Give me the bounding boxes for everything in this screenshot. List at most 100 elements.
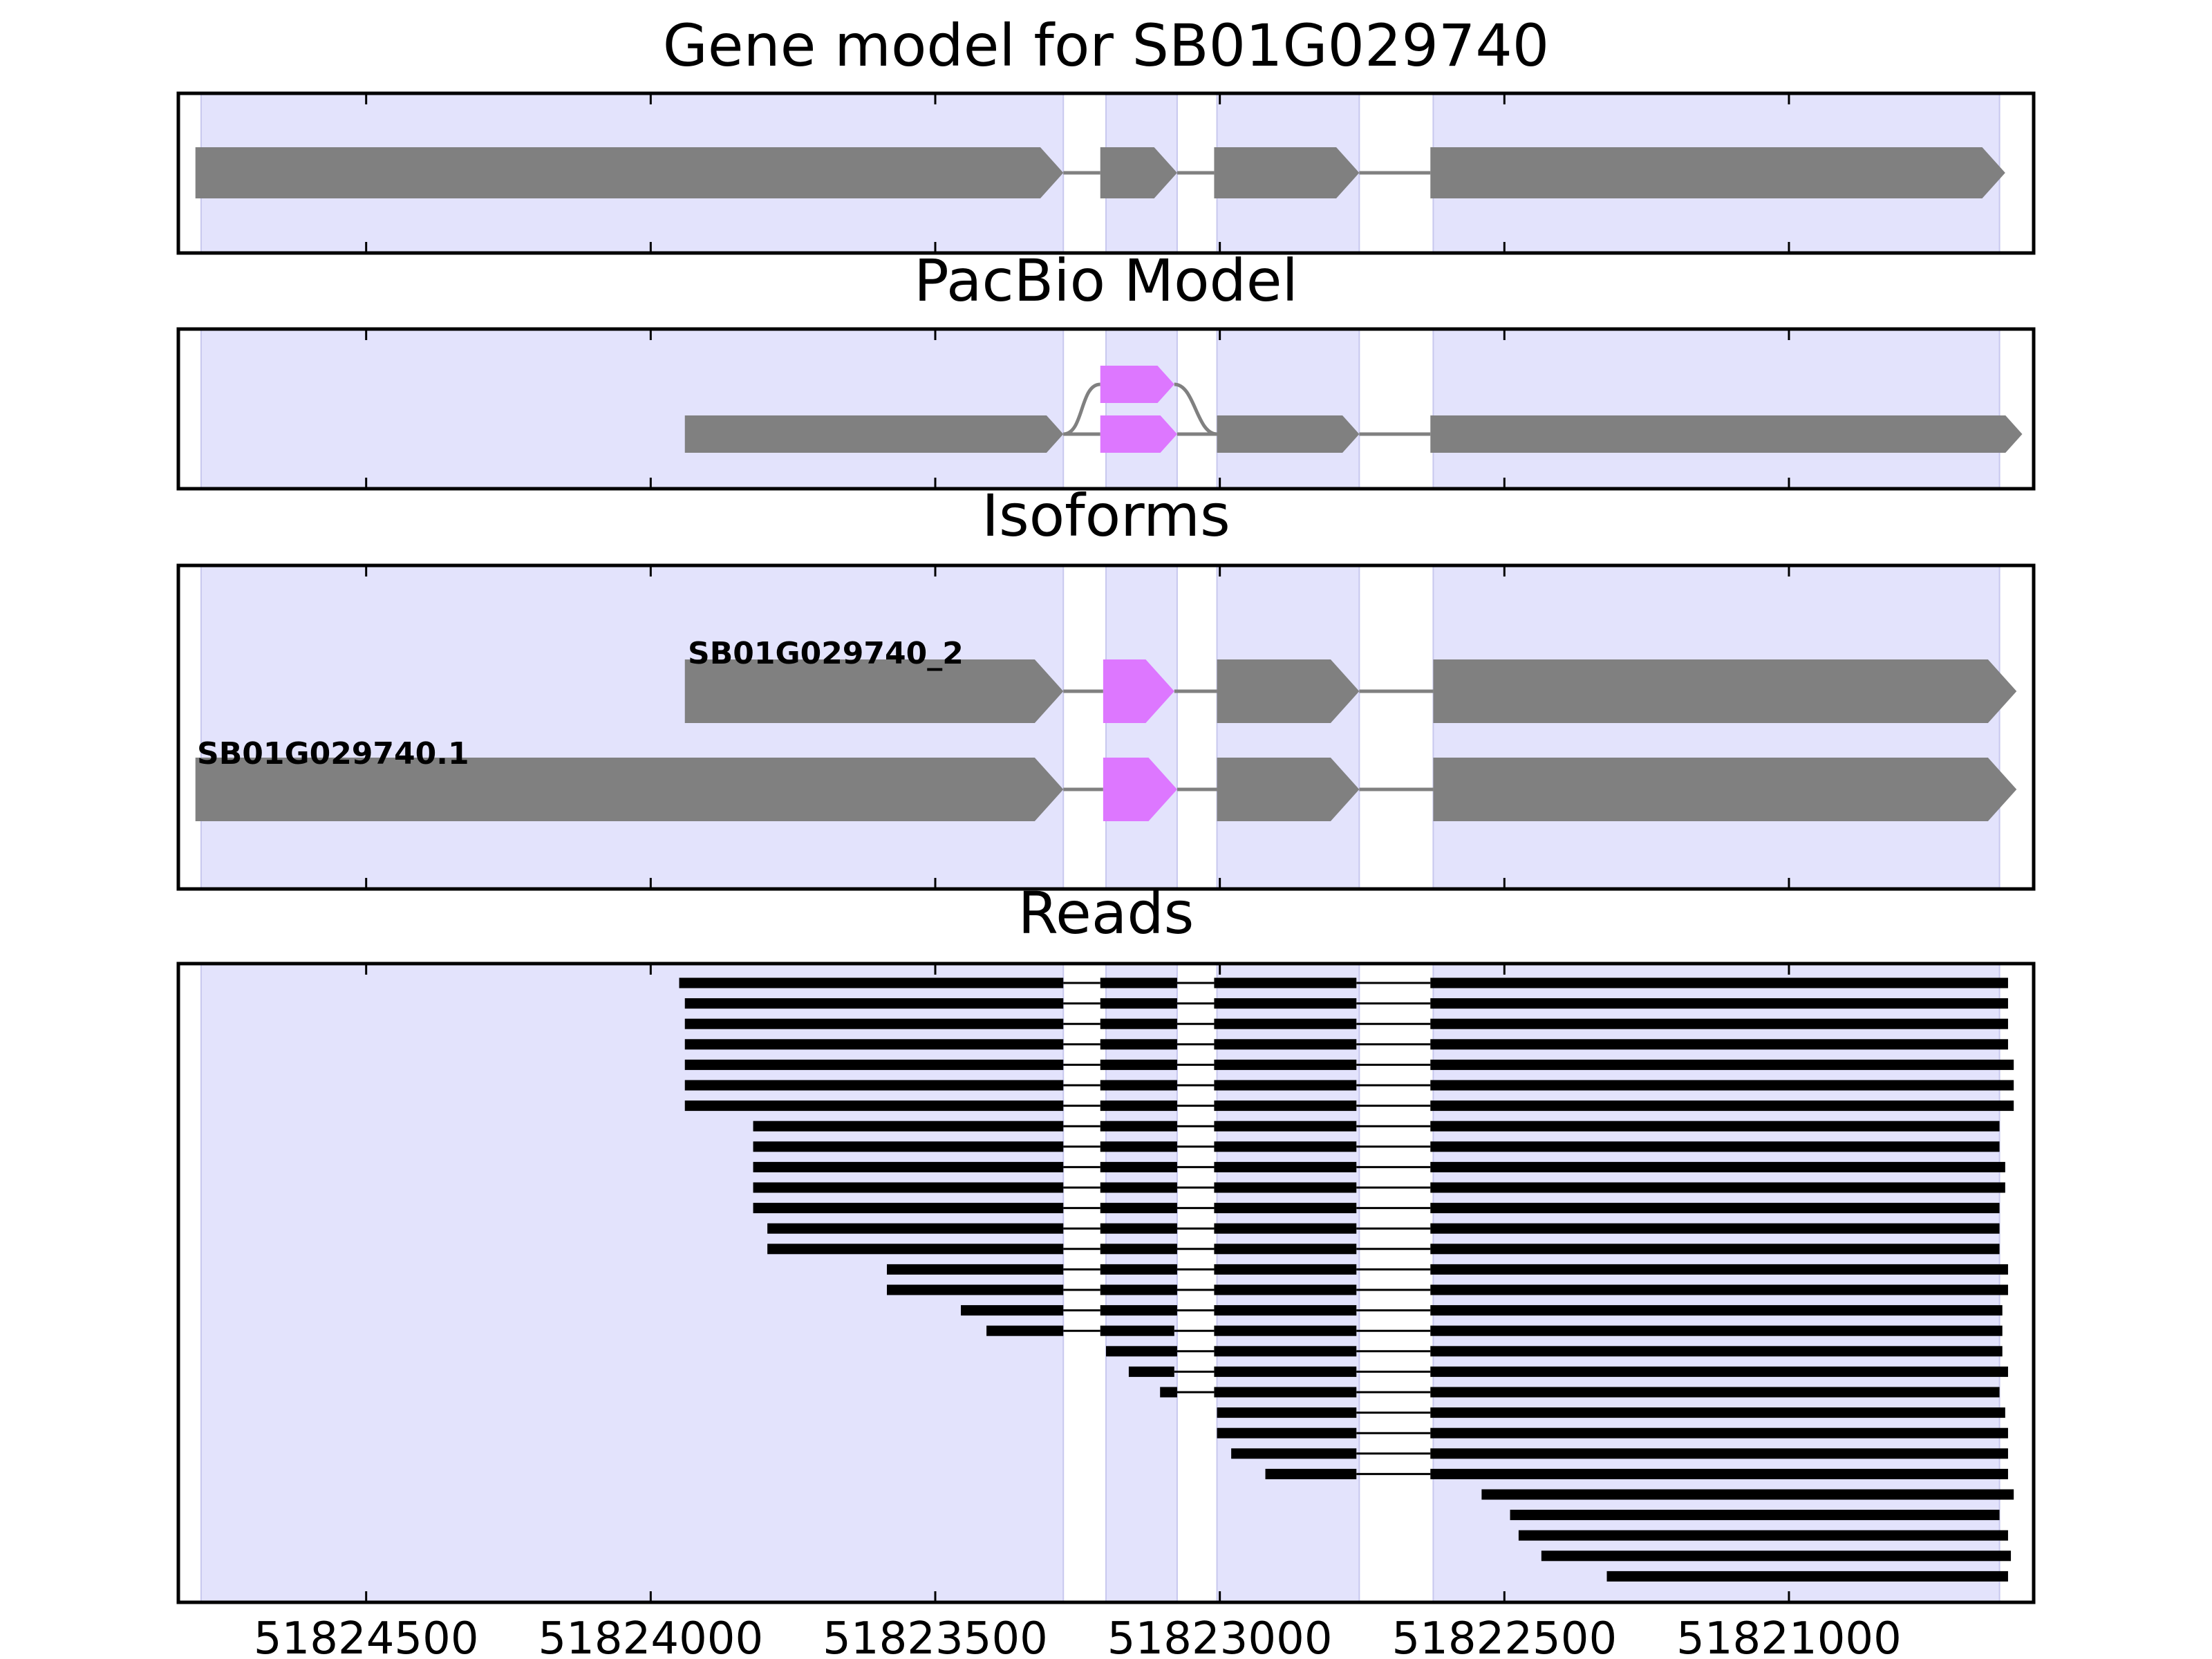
x-axis-tick-label: 51823500 (823, 1613, 1048, 1659)
read-block (753, 1203, 1064, 1214)
read-block (1160, 1387, 1177, 1398)
reads-shaded-region (1432, 963, 2000, 1603)
read-block (1100, 1244, 1177, 1255)
gene-exon (1214, 147, 1360, 198)
read-block (684, 998, 1064, 1009)
read-block (767, 1244, 1064, 1255)
isoform-exon (1217, 758, 1360, 821)
read-block (684, 1018, 1064, 1029)
read-block (1430, 1264, 2008, 1275)
isoforms-shaded-region (200, 565, 1065, 890)
read-block (1214, 998, 1357, 1009)
pacbio-exon (684, 415, 1064, 453)
x-axis-tick-label: 51824500 (254, 1613, 479, 1659)
isoform-label-1: SB01G029740.1 (197, 736, 469, 771)
isoform-label-2: SB01G029740_2 (688, 636, 964, 671)
read-block (753, 1161, 1064, 1172)
read-block (753, 1182, 1064, 1193)
read-block (1100, 1203, 1177, 1214)
read-block (684, 1080, 1064, 1091)
gene-exon (1430, 147, 2005, 198)
pacbio-shaded-region (1216, 328, 1360, 489)
read-block (1214, 1325, 1357, 1336)
read-block (1214, 1264, 1357, 1275)
read-block (1214, 1223, 1357, 1234)
pacbio-shaded-region (1105, 328, 1178, 489)
read-block (1217, 1407, 1357, 1418)
isoform-alt-exon (1103, 758, 1177, 821)
isoform-exon (684, 659, 1064, 723)
pacbio-alt-intron-curve (1062, 382, 1101, 436)
reads-shaded-region (1105, 963, 1178, 1603)
isoforms-shaded-region (1432, 565, 2000, 890)
read-block (679, 977, 1064, 988)
read-block (1214, 1203, 1357, 1214)
read-block (1430, 977, 2008, 988)
read-block (1265, 1468, 1357, 1479)
pacbio-model-title: PacBio Model (914, 247, 1298, 315)
read-block (1214, 1346, 1357, 1357)
read-block (1214, 1161, 1357, 1172)
isoforms-frame (176, 563, 2036, 891)
read-block (961, 1305, 1064, 1316)
read-block (1430, 1018, 2008, 1029)
read-block (1100, 1080, 1177, 1091)
read-block (1510, 1510, 2000, 1521)
read-block (1430, 1223, 2000, 1234)
gene-model-title: Gene model for SB01G029740 (663, 12, 1549, 79)
gene-frame (176, 91, 2036, 255)
gene-exon (1100, 147, 1177, 198)
read-block (684, 1100, 1064, 1112)
read-block (684, 1039, 1064, 1050)
read-block (1217, 1427, 1357, 1438)
read-block (1606, 1571, 2008, 1582)
read-block (1430, 1448, 2008, 1459)
read-block (1430, 1141, 2000, 1152)
read-block (1100, 977, 1177, 988)
read-block (1430, 1039, 2008, 1050)
read-block (1100, 1182, 1177, 1193)
read-block (1430, 1468, 2008, 1479)
read-block (1430, 1284, 2008, 1295)
read-block (1106, 1346, 1177, 1357)
read-block (1100, 1325, 1174, 1336)
read-block (1430, 1121, 2000, 1132)
read-block (1430, 1244, 2000, 1255)
pacbio-alt-intron-curve (1174, 382, 1217, 436)
read-block (1430, 1161, 2005, 1172)
read-block (1100, 1141, 1177, 1152)
gene-model-panel (176, 91, 2036, 255)
read-block (1481, 1489, 2014, 1500)
read-block (1100, 1018, 1177, 1029)
pacbio-shaded-region (200, 328, 1065, 489)
read-block (1100, 1059, 1177, 1070)
x-axis-tick-label: 51823000 (1107, 1613, 1333, 1659)
isoform-exon (1433, 758, 2017, 821)
read-block (1214, 1141, 1357, 1152)
isoform-exon (195, 758, 1064, 821)
read-block (1430, 1387, 2000, 1398)
read-block (1430, 1203, 2000, 1214)
pacbio-exon (1430, 415, 2023, 453)
read-block (1128, 1366, 1174, 1377)
pacbio-alt-exon-upper (1100, 366, 1174, 403)
x-axis-tick-label: 51821000 (1676, 1613, 1902, 1659)
isoforms-shaded-region (1216, 565, 1360, 890)
isoforms-panel (176, 563, 2036, 891)
read-block (1430, 1427, 2008, 1438)
read-block (1100, 1305, 1177, 1316)
gene-exon (195, 147, 1064, 198)
read-block (887, 1264, 1064, 1275)
read-block (1100, 998, 1177, 1009)
read-block (684, 1059, 1064, 1070)
read-block (1430, 1059, 2014, 1070)
read-block (1214, 1366, 1357, 1377)
read-block (1214, 1080, 1357, 1091)
read-block (1214, 1182, 1357, 1193)
read-block (1214, 1387, 1357, 1398)
isoforms-title: Isoforms (982, 482, 1230, 550)
isoform-exon (1217, 659, 1360, 723)
read-block (753, 1141, 1064, 1152)
read-block (1430, 1182, 2005, 1193)
